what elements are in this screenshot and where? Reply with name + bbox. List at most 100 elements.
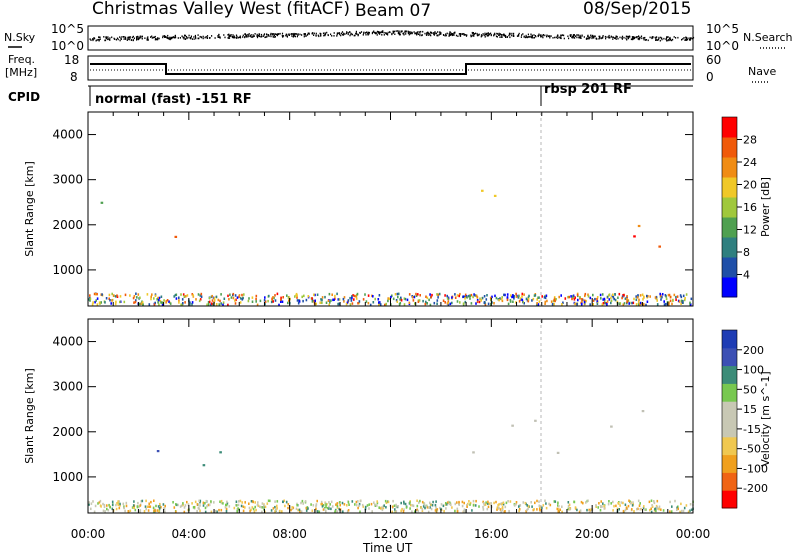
data-cell: [502, 501, 505, 504]
data-cell: [476, 300, 479, 304]
noise-point: [656, 36, 658, 38]
data-cell: [373, 501, 375, 504]
data-cell: [394, 293, 397, 296]
data-cell: [334, 510, 336, 513]
data-cell: [541, 506, 543, 509]
noise-point: [474, 32, 477, 35]
data-cell: [388, 297, 391, 301]
data-cell: [154, 301, 156, 305]
noise-point: [400, 30, 402, 33]
noise-point: [444, 34, 446, 37]
data-cell: [622, 303, 625, 306]
data-cell: [100, 201, 104, 204]
data-cell: [338, 507, 340, 511]
colorbar-swatch: [722, 365, 737, 384]
data-cell: [305, 509, 308, 512]
noise-point: [453, 34, 455, 36]
noise-point: [398, 30, 400, 33]
data-cell: [292, 506, 295, 510]
data-cell: [553, 500, 556, 503]
noise-point: [610, 35, 612, 38]
data-cell: [166, 299, 169, 302]
data-cell: [544, 302, 546, 305]
data-cell: [527, 299, 530, 303]
data-cell: [429, 501, 431, 505]
data-cell: [444, 301, 446, 304]
data-cell: [663, 303, 666, 306]
data-cell: [274, 500, 276, 503]
data-cell: [637, 507, 639, 511]
noise-point: [166, 37, 168, 39]
data-cell: [108, 503, 110, 507]
data-cell: [499, 508, 502, 511]
data-cell: [562, 301, 564, 304]
data-cell: [404, 297, 407, 301]
noise-point: [498, 34, 500, 36]
data-cell: [300, 501, 302, 505]
noise-point: [188, 34, 190, 37]
data-cell: [214, 509, 217, 513]
data-cell: [635, 298, 638, 301]
data-cell: [123, 506, 125, 509]
colorbar-tick-label: 28: [743, 134, 757, 147]
data-cell: [608, 500, 610, 503]
noise-point: [689, 39, 691, 41]
data-cell: [220, 501, 223, 505]
data-cell: [395, 510, 398, 513]
noise-point: [380, 31, 382, 34]
data-cell: [536, 508, 538, 511]
freq-left-tick-top: 18: [64, 53, 79, 67]
data-cell: [678, 300, 681, 303]
noise-point: [588, 36, 590, 39]
noise-point: [293, 32, 295, 35]
noise-point: [391, 33, 393, 36]
data-cell: [581, 302, 583, 306]
data-cell: [204, 506, 207, 510]
data-cell: [285, 500, 288, 504]
noise-point: [621, 38, 623, 40]
noise-point: [217, 35, 219, 37]
noise-point: [281, 32, 284, 35]
noise-point: [576, 34, 578, 36]
data-cell: [316, 510, 319, 513]
data-cell: [679, 510, 681, 514]
data-cell: [199, 501, 201, 504]
noise-point: [217, 36, 219, 38]
data-cell: [405, 506, 408, 509]
noise-point: [266, 35, 268, 38]
noise-point: [454, 31, 456, 34]
noise-point: [187, 36, 189, 39]
data-cell: [257, 504, 260, 507]
data-cell: [187, 503, 190, 506]
data-cell: [541, 295, 543, 298]
data-cell: [111, 507, 114, 511]
data-cell: [381, 506, 384, 509]
data-cell: [211, 294, 213, 298]
data-cell: [403, 500, 405, 504]
noise-point: [144, 37, 146, 39]
noise-point: [524, 36, 526, 39]
noise-point: [218, 36, 220, 38]
noise-point: [333, 32, 335, 34]
noise-point: [419, 31, 421, 33]
noise-point: [237, 36, 239, 39]
data-cell: [567, 501, 570, 504]
noise-point: [127, 36, 129, 39]
data-cell: [643, 505, 645, 508]
data-cell: [438, 292, 441, 296]
noise-point: [312, 32, 314, 34]
data-cell: [625, 506, 628, 509]
data-cell: [654, 296, 657, 299]
noise-point: [480, 35, 482, 38]
data-cell: [534, 419, 537, 422]
data-cell: [430, 507, 433, 511]
noise-point: [324, 34, 326, 37]
data-cell: [624, 503, 627, 506]
noise-point: [342, 33, 344, 36]
data-cell: [100, 505, 102, 508]
data-cell: [269, 499, 271, 503]
data-cell: [493, 302, 495, 305]
noise-point: [209, 37, 211, 39]
data-cell: [554, 500, 557, 503]
